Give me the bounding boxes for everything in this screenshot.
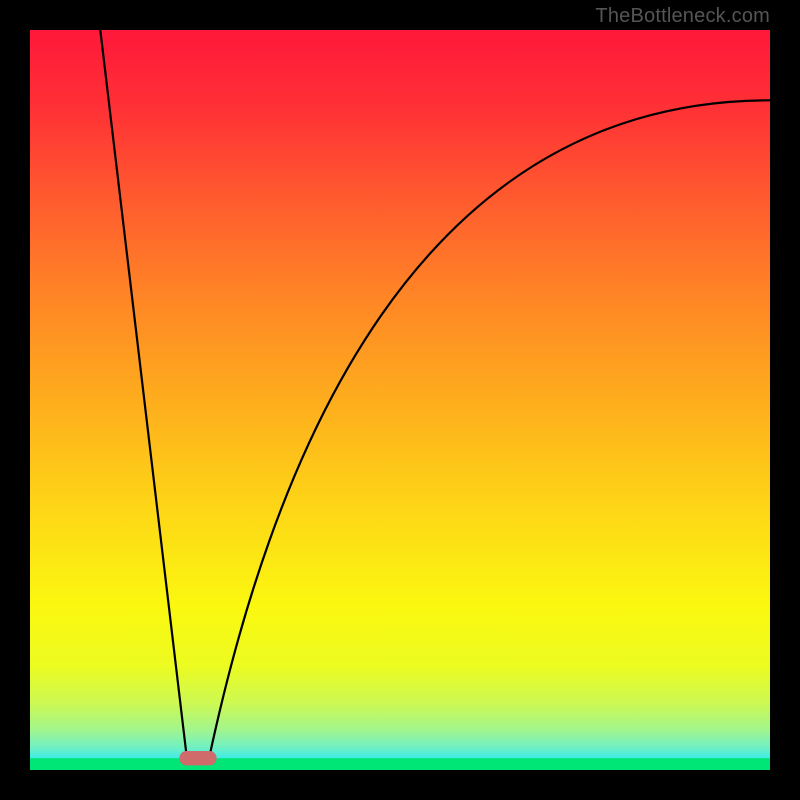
watermark-text: TheBottleneck.com (595, 5, 770, 28)
trough-marker (180, 752, 216, 765)
green-band (30, 758, 770, 770)
curve-right-segment (209, 100, 770, 758)
curve-left-segment (100, 30, 187, 758)
chart-svg (30, 30, 770, 770)
plot-area (30, 30, 770, 770)
chart-root: TheBottleneck.com (0, 0, 800, 800)
